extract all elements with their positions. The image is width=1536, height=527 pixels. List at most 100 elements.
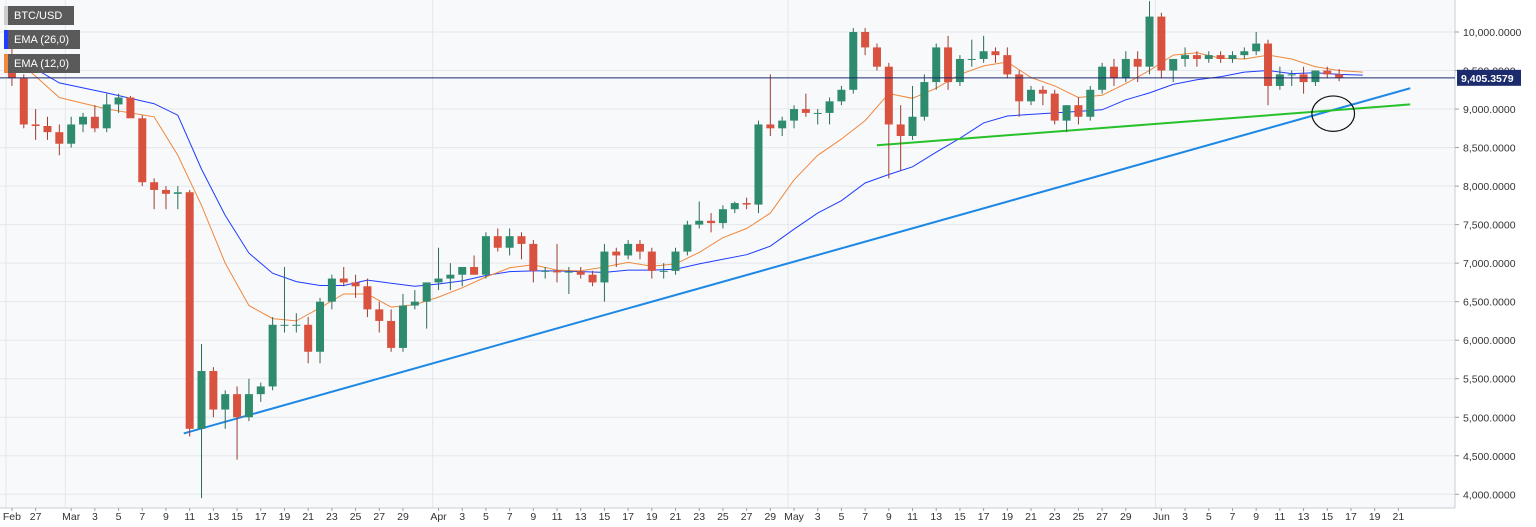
candle-up — [316, 301, 325, 352]
candle-down — [707, 220, 716, 224]
x-tick-label: 19 — [1369, 511, 1381, 523]
y-tick-label: 8,000.0000 — [1463, 181, 1516, 193]
candle-down — [1216, 55, 1225, 59]
candle-up — [813, 112, 822, 114]
x-tick-label: 5 — [116, 511, 122, 523]
y-tick-label: 7,500.0000 — [1463, 220, 1516, 232]
candle-down — [529, 243, 538, 271]
x-tick-label: 27 — [741, 511, 753, 523]
candle-up — [932, 47, 941, 83]
candle-down — [991, 51, 1000, 56]
x-tick-label: 29 — [764, 511, 776, 523]
x-tick-label: 29 — [397, 511, 409, 523]
candle-up — [564, 271, 573, 273]
x-tick-label: 23 — [1049, 511, 1061, 523]
candle-down — [647, 251, 656, 271]
candle-up — [1204, 55, 1213, 59]
candle-up — [624, 243, 633, 256]
x-tick-label: 27 — [373, 511, 385, 523]
candle-up — [849, 32, 858, 90]
x-tick-label: 3 — [1182, 511, 1188, 523]
legend-symbol[interactable]: BTC/USD — [4, 6, 74, 25]
candle-up — [837, 89, 846, 102]
y-tick-label: 4,000.0000 — [1463, 489, 1516, 501]
candle-up — [1311, 70, 1320, 83]
candle-down — [766, 124, 775, 129]
candle-up — [1145, 16, 1154, 67]
candle-up — [1228, 55, 1237, 59]
candle-up — [541, 270, 550, 272]
candle-up — [280, 324, 289, 326]
legend-swatch-ema-12 — [4, 54, 8, 73]
candle-up — [659, 270, 668, 272]
candle-down — [1133, 58, 1142, 67]
candle-up — [683, 224, 692, 252]
x-tick-label: 27 — [30, 511, 42, 523]
candle-up — [920, 82, 929, 117]
x-tick-label: 19 — [646, 511, 658, 523]
x-tick-label: 17 — [622, 511, 634, 523]
candle-up — [1062, 105, 1071, 121]
candle-up — [1181, 55, 1190, 59]
candle-down — [1335, 74, 1344, 78]
candle-down — [150, 182, 159, 190]
x-tick-label: 17 — [978, 511, 990, 523]
x-tick-label: 9 — [530, 511, 536, 523]
x-tick-label: 3 — [815, 511, 821, 523]
x-tick-label: 9 — [163, 511, 169, 523]
candle-up — [173, 192, 182, 194]
candle-down — [126, 97, 135, 119]
y-tick-label: 6,500.0000 — [1463, 297, 1516, 309]
candle-down — [1038, 89, 1047, 94]
x-tick-label: 13 — [208, 511, 220, 523]
candle-down — [1323, 70, 1332, 75]
x-tick-label: May — [784, 511, 805, 523]
candle-down — [304, 324, 313, 352]
candle-down — [588, 274, 597, 283]
y-tick-label: 10,000.0000 — [1463, 27, 1522, 39]
candle-up — [1240, 51, 1249, 56]
candle-up — [825, 101, 834, 113]
y-axis: 10,000.00009,500.00009,000.00008,500.000… — [1454, 0, 1522, 508]
x-tick-label: 21 — [1025, 511, 1037, 523]
candle-down — [1015, 74, 1024, 102]
last-price-box — [1457, 69, 1521, 86]
x-tick-label: 3 — [92, 511, 98, 523]
candle-up — [754, 124, 763, 205]
candle-up — [718, 209, 727, 224]
x-tick-label: 13 — [930, 511, 942, 523]
candle-down — [576, 271, 585, 275]
x-tick-label: Mar — [62, 511, 81, 523]
candle-up — [481, 236, 490, 275]
candle-up — [1169, 58, 1178, 71]
x-tick-label: 9 — [1253, 511, 1259, 523]
legend-ema-26[interactable]: EMA (26,0) — [4, 30, 80, 49]
candle-down — [138, 118, 147, 183]
x-tick-label: 13 — [1298, 511, 1310, 523]
candle-up — [778, 120, 787, 129]
candle-down — [944, 47, 953, 83]
candle-up — [730, 203, 739, 210]
candle-up — [114, 97, 123, 105]
x-tick-label: 11 — [1274, 511, 1285, 523]
x-tick-label: 23 — [326, 511, 338, 523]
candle-up — [1287, 74, 1296, 76]
candle-up — [955, 58, 964, 83]
legend-ema-12[interactable]: EMA (12,0) — [4, 54, 80, 73]
candle-up — [967, 58, 976, 60]
y-tick-label: 4,500.0000 — [1463, 451, 1516, 463]
candle-down — [872, 47, 881, 67]
candle-down — [363, 286, 372, 310]
candle-up — [79, 116, 88, 125]
candle-up — [67, 124, 76, 144]
candle-down — [553, 270, 562, 273]
x-tick-label: 29 — [1120, 511, 1132, 523]
x-tick-label: Jun — [1153, 511, 1170, 523]
candle-down — [31, 124, 40, 127]
legend-swatch-ema-26 — [4, 30, 8, 49]
candle-up — [1086, 89, 1095, 117]
candle-up — [434, 278, 443, 283]
x-tick-label: 23 — [693, 511, 705, 523]
candle-down — [612, 251, 621, 256]
